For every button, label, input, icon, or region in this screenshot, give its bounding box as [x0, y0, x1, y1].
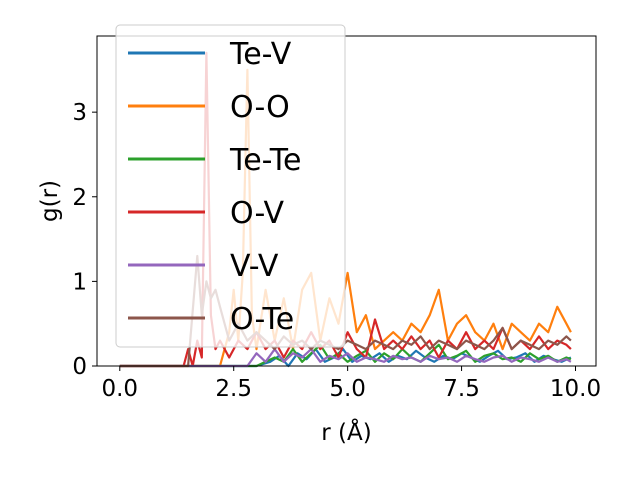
legend-label: V-V: [230, 249, 279, 284]
x-tick-label: 0.0: [101, 376, 138, 402]
x-axis-ticks: 0.0 2.5 5.0 7.5 10.0: [101, 366, 601, 402]
legend: Te-V O-O Te-Te O-V V-V O-Te: [115, 24, 346, 348]
x-tick-label: 10.0: [550, 376, 601, 402]
legend-box: [115, 24, 346, 348]
x-axis-label: r (Å): [321, 418, 371, 446]
legend-label: O-V: [230, 196, 285, 231]
legend-label: Te-V: [229, 37, 292, 72]
y-tick-label: 0: [72, 354, 87, 380]
y-tick-label: 2: [72, 185, 87, 211]
legend-label: O-O: [230, 90, 290, 125]
series-line-te-te: [119, 343, 572, 368]
legend-label: Te-Te: [229, 143, 301, 178]
x-tick-label: 2.5: [215, 376, 252, 402]
y-tick-label: 3: [72, 100, 87, 126]
series-line-v-v: [119, 348, 572, 368]
x-tick-label: 5.0: [329, 376, 366, 402]
y-axis-ticks: 0 1 2 3: [72, 100, 97, 380]
plot-frame: [96, 35, 597, 367]
y-tick-label: 1: [72, 269, 87, 295]
y-axis-label: g(r): [37, 180, 63, 222]
x-tick-label: 7.5: [443, 376, 480, 402]
legend-label: O-Te: [230, 302, 294, 337]
